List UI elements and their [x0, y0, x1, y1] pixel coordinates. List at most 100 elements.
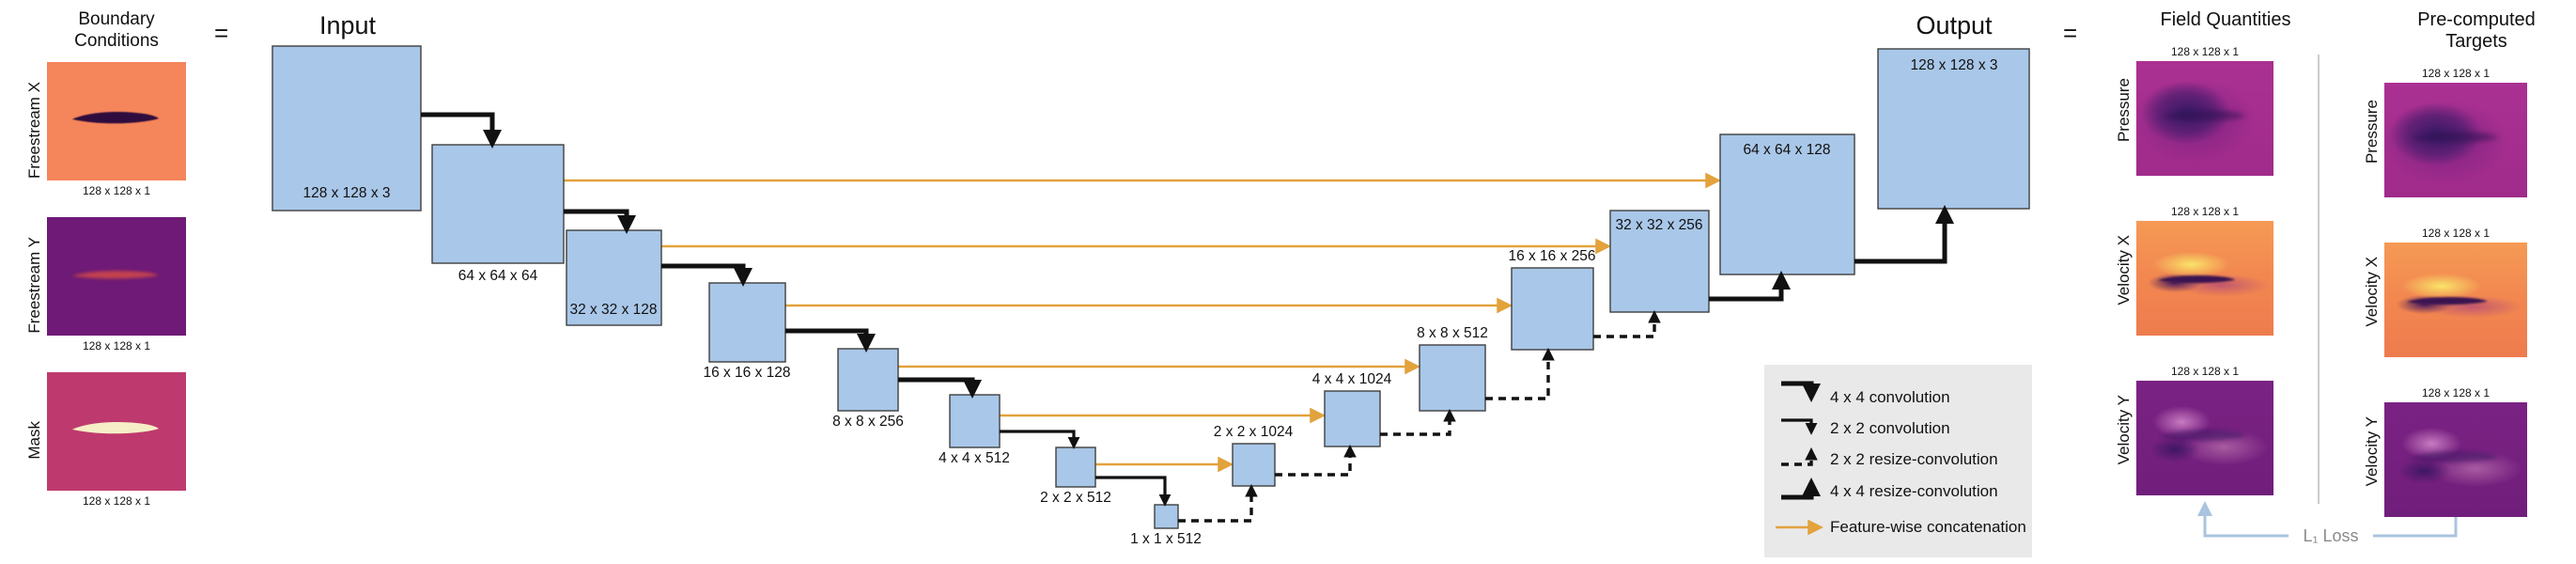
resize-conv-2x2-icon: [1781, 446, 1818, 466]
legend-label: 4 x 4 resize-convolution: [1830, 482, 1998, 500]
conv-2x2-icon: [1781, 418, 1818, 435]
dim-label: 32 x 32 x 128: [569, 302, 657, 318]
equals-sign-right: =: [2063, 19, 2078, 47]
loss-label: L₁ Loss: [2303, 526, 2358, 545]
dim-label: 128 x 128 x 3: [303, 185, 390, 201]
dim-label: 64 x 64 x 64: [458, 268, 538, 284]
pressure-target-image: [2384, 83, 2527, 197]
pressure-row: Pressure 128 x 128 x 1: [2112, 44, 2315, 176]
velocity-x-image: [2136, 221, 2273, 336]
decoder-box-64: [1719, 133, 1855, 275]
encoder-box-32: [566, 229, 662, 326]
loss-arrowhead-left: [2197, 501, 2212, 516]
dim-label: 2 x 2 x 1024: [1214, 424, 1294, 440]
conv-arrow-7: [1095, 476, 1172, 507]
encoder-box-8: [837, 348, 899, 412]
encoder-box-64: [431, 144, 565, 264]
field-quantities-title: Field Quantities: [2160, 9, 2291, 30]
encoder-box-16: [708, 282, 786, 363]
precomputed-targets-column: Pre-computed Targets Pressure 128 x 128 …: [2360, 9, 2568, 545]
legend-label: 2 x 2 convolution: [1830, 419, 1950, 437]
mask-label: Mask: [23, 372, 47, 509]
velocity-y-row: Velocity Y 128 x 128 x 1: [2112, 364, 2315, 495]
freestream-x-figure: 128 x 128 x 1: [47, 61, 186, 198]
velocity-x-target-row: Velocity X 128 x 128 x 1: [2360, 226, 2568, 357]
dim-label: 128 x 128 x 3: [1910, 57, 1997, 73]
conv-arrow-2: [564, 209, 636, 234]
encoder-box-128: [272, 45, 422, 212]
velocity-x-target-figure: 128 x 128 x 1: [2384, 226, 2527, 357]
airfoil-shape: [2410, 450, 2499, 462]
mask-caption: 128 x 128 x 1: [82, 494, 151, 508]
airfoil-shape: [2407, 297, 2488, 306]
dim-label: 16 x 16 x 256: [1508, 248, 1595, 264]
airfoil-shape: [71, 422, 159, 434]
pressure-label-text: Pressure: [2115, 77, 2133, 143]
conv-arrow-3: [661, 263, 753, 287]
conv-arrow-1: [421, 112, 502, 149]
legend-label: 4 x 4 convolution: [1830, 388, 1950, 406]
freestream-x-label: Freestream X: [23, 62, 47, 198]
velocity-y-target-label: Velocity Y: [2360, 385, 2384, 517]
dim-label: 16 x 16 x 128: [703, 365, 790, 381]
freestream-x-caption: 128 x 128 x 1: [82, 183, 151, 197]
freestream-y-row: Freestream Y 128 x 128 x 1: [23, 216, 201, 353]
legend-label: 2 x 2 resize-convolution: [1830, 450, 1998, 468]
velocity-y-label-text: Velocity Y: [2115, 394, 2133, 465]
field-quantities-column: Field Quantities Pressure 128 x 128 x 1 …: [2112, 9, 2315, 524]
velocity-y-target-figure: 128 x 128 x 1: [2384, 385, 2527, 517]
legend: 4 x 4 convolution 2 x 2 convolution 2 x …: [1764, 365, 2032, 557]
output-label: Output: [1916, 11, 1993, 39]
resize-arrow-5: [1593, 309, 1661, 338]
output-box-128: [1877, 48, 2030, 210]
dim-label: 32 x 32 x 256: [1615, 217, 1702, 233]
loss-label-background: [2289, 525, 2373, 546]
freestream-x-label-text: Freestream X: [25, 81, 43, 179]
mask-figure: 128 x 128 x 1: [47, 371, 186, 509]
pressure-target-label-text: Pressure: [2363, 99, 2381, 164]
mask-label-text: Mask: [25, 420, 43, 460]
freestream-x-image: [47, 61, 186, 180]
resize-arrow-2: [1275, 444, 1357, 477]
resize-arrow-4: [1485, 347, 1555, 400]
pressure-caption: 128 x 128 x 1: [2170, 45, 2240, 58]
pressure-image: [2136, 61, 2273, 176]
freestream-x-row: Freestream X 128 x 128 x 1: [23, 61, 201, 198]
velocity-x-label-text: Velocity X: [2115, 234, 2133, 306]
box-labels: Input Output 128 x 128 x 3 64 x 64 x 64 …: [303, 11, 1997, 547]
freestream-y-label-text: Freestream Y: [25, 236, 43, 334]
dim-label: 64 x 64 x 128: [1743, 142, 1830, 158]
dim-label: 1 x 1 x 512: [1130, 531, 1202, 547]
dim-label: 4 x 4 x 1024: [1312, 371, 1392, 387]
mask-image: [47, 371, 186, 491]
freestream-y-image: [47, 216, 186, 336]
airfoil-shape: [71, 112, 159, 124]
decoder-box-16: [1511, 267, 1594, 351]
dim-label: 8 x 8 x 512: [1417, 325, 1488, 341]
airfoil-shape: [2161, 109, 2246, 121]
velocity-y-target-image: [2384, 402, 2527, 517]
decoder-box-4: [1324, 390, 1381, 447]
skip-connections: [564, 172, 1722, 473]
velocity-x-figure: 128 x 128 x 1: [2136, 204, 2273, 336]
legend-label: Feature-wise concatenation: [1830, 518, 2026, 536]
conv-arrow-6: [1000, 430, 1080, 449]
pressure-target-label: Pressure: [2360, 66, 2384, 197]
velocity-x-target-label: Velocity X: [2360, 226, 2384, 357]
resize-arrow-7: [1854, 205, 1954, 264]
freestream-y-figure: 128 x 128 x 1: [47, 216, 186, 353]
freestream-y-caption: 128 x 128 x 1: [82, 338, 151, 352]
velocity-y-target-caption: 128 x 128 x 1: [2421, 386, 2491, 400]
boundary-conditions-panel: Boundary Conditions Freestream X 128 x 1…: [23, 9, 201, 527]
velocity-y-image: [2136, 381, 2273, 495]
conv-arrow-5: [898, 377, 982, 399]
freestream-y-label: Freestream Y: [23, 217, 47, 353]
encoder-arrows: [421, 112, 1172, 507]
velocity-y-label: Velocity Y: [2112, 364, 2136, 495]
velocity-x-target-caption: 128 x 128 x 1: [2421, 227, 2491, 240]
airfoil-shape: [71, 271, 159, 279]
velocity-y-caption: 128 x 128 x 1: [2170, 365, 2240, 378]
pressure-target-row: Pressure 128 x 128 x 1: [2360, 66, 2568, 197]
